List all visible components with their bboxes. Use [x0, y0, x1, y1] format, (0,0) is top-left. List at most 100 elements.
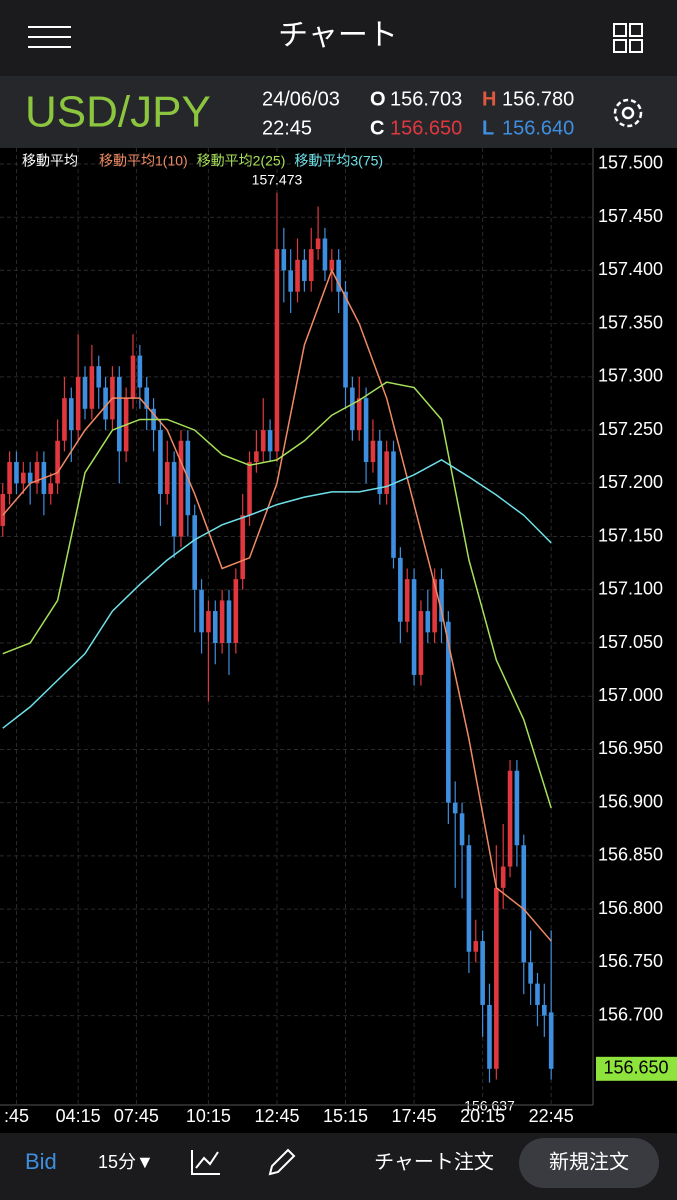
- last-price-tag: [596, 1056, 677, 1081]
- y-tick-label: 157.250: [598, 419, 663, 439]
- quote-bar: [0, 76, 677, 148]
- legend-entry: 移動平均1(10): [99, 153, 188, 169]
- candle-body: [356, 398, 362, 431]
- y-tick-label: 157.500: [598, 153, 663, 173]
- candle-body: [473, 941, 479, 952]
- x-tick-label: 22:45: [529, 1106, 574, 1126]
- candle-body: [82, 376, 88, 409]
- legend-entry: 移動平均2(25): [197, 153, 286, 169]
- candle-body: [274, 249, 280, 452]
- x-tick-label: 17:45: [392, 1106, 437, 1126]
- candle-body: [288, 270, 293, 292]
- low-label: L: [482, 117, 494, 139]
- candle-body: [315, 238, 321, 250]
- candle-body: [322, 238, 328, 271]
- new-order-button[interactable]: [519, 1138, 659, 1188]
- x-tick-label: :45: [4, 1106, 29, 1126]
- y-tick-label: 157.450: [598, 206, 663, 226]
- candle-body: [459, 813, 465, 846]
- x-tick-label: 15:15: [323, 1106, 368, 1126]
- y-tick-label: 156.750: [598, 951, 663, 971]
- candle-body: [308, 249, 314, 282]
- candle-body: [158, 430, 163, 494]
- last-price-label: 156.650: [603, 1058, 668, 1078]
- chart: 156.700 156.750 156.800 156.850 156.900 156.9…: [0, 148, 677, 1126]
- draw-icon[interactable]: [268, 1148, 296, 1176]
- new-order-label[interactable]: 新規注文: [549, 1150, 629, 1173]
- open-label: O: [370, 88, 386, 110]
- candle-body: [281, 249, 287, 271]
- candle-body: [75, 376, 81, 431]
- y-tick-label: 157.300: [598, 366, 663, 386]
- grid-icon[interactable]: [613, 23, 643, 53]
- candle-body: [384, 451, 389, 494]
- candle-body: [466, 845, 472, 952]
- legend-title: 移動平均: [22, 153, 78, 169]
- candle-body: [164, 462, 170, 494]
- y-tick-label: 157.050: [598, 632, 663, 652]
- candle-body: [116, 376, 122, 452]
- candle-body: [219, 600, 225, 643]
- y-tick-label: 157.100: [598, 579, 663, 599]
- candle-body: [144, 387, 150, 409]
- x-tick-label: 12:45: [254, 1106, 299, 1126]
- high-label: H: [482, 88, 496, 110]
- candle-body: [528, 962, 533, 984]
- candle-body: [260, 430, 266, 452]
- symbol[interactable]: USD/JPY: [25, 88, 211, 137]
- candle-body: [535, 983, 540, 1005]
- close-value: 156.650: [390, 117, 462, 139]
- candle-body: [542, 1004, 547, 1016]
- candle-body: [439, 579, 444, 622]
- y-tick-label: 156.850: [598, 845, 663, 865]
- indicator-icon[interactable]: [191, 1150, 220, 1175]
- candle-body: [411, 579, 417, 675]
- candle-body: [212, 611, 218, 643]
- moving-average-line: [2, 268, 552, 942]
- y-tick-label: 157.150: [598, 525, 663, 545]
- top-bar: [0, 0, 677, 76]
- x-tick-label: 10:15: [186, 1106, 231, 1126]
- candle-body: [96, 366, 102, 388]
- candle-body: [487, 1004, 492, 1069]
- candle-body: [377, 440, 383, 494]
- bid-toggle[interactable]: Bid: [25, 1149, 57, 1174]
- candle-body: [192, 515, 197, 590]
- candle-body: [391, 451, 396, 558]
- candle-body: [247, 462, 252, 516]
- candle-body: [521, 845, 527, 963]
- candle-body: [48, 483, 54, 494]
- y-tick-label: 156.950: [598, 738, 663, 758]
- candle-body: [370, 440, 376, 463]
- moving-average-line: [2, 459, 552, 729]
- candle-body: [507, 770, 513, 867]
- candle-body: [89, 366, 95, 409]
- candle-body: [55, 440, 60, 484]
- legend-entry: 移動平均3(75): [294, 153, 383, 169]
- candle-body: [62, 398, 67, 441]
- candle-body: [302, 259, 307, 282]
- candle-body: [500, 866, 506, 888]
- x-tick-label: 07:45: [114, 1106, 159, 1126]
- candle-body: [452, 802, 458, 814]
- candle-body: [432, 579, 437, 633]
- candle-body: [178, 440, 184, 537]
- candle-body: [446, 621, 451, 803]
- interval-select[interactable]: 15分▼: [98, 1152, 154, 1172]
- chart-order-button[interactable]: チャート注文: [374, 1150, 494, 1173]
- menu-icon[interactable]: [28, 26, 71, 48]
- candle-body: [404, 579, 410, 622]
- low-value: 156.640: [502, 117, 574, 139]
- candle-body: [494, 887, 499, 1069]
- y-tick-label: 156.800: [598, 898, 663, 918]
- candle-body: [68, 398, 74, 431]
- candle-body: [350, 387, 355, 431]
- candle-body: [480, 941, 485, 1005]
- candle-body: [7, 462, 12, 494]
- candle-body: [425, 611, 431, 633]
- settings-icon[interactable]: [613, 98, 643, 128]
- y-tick-label: 157.200: [598, 472, 663, 492]
- open-value: 156.703: [390, 88, 462, 110]
